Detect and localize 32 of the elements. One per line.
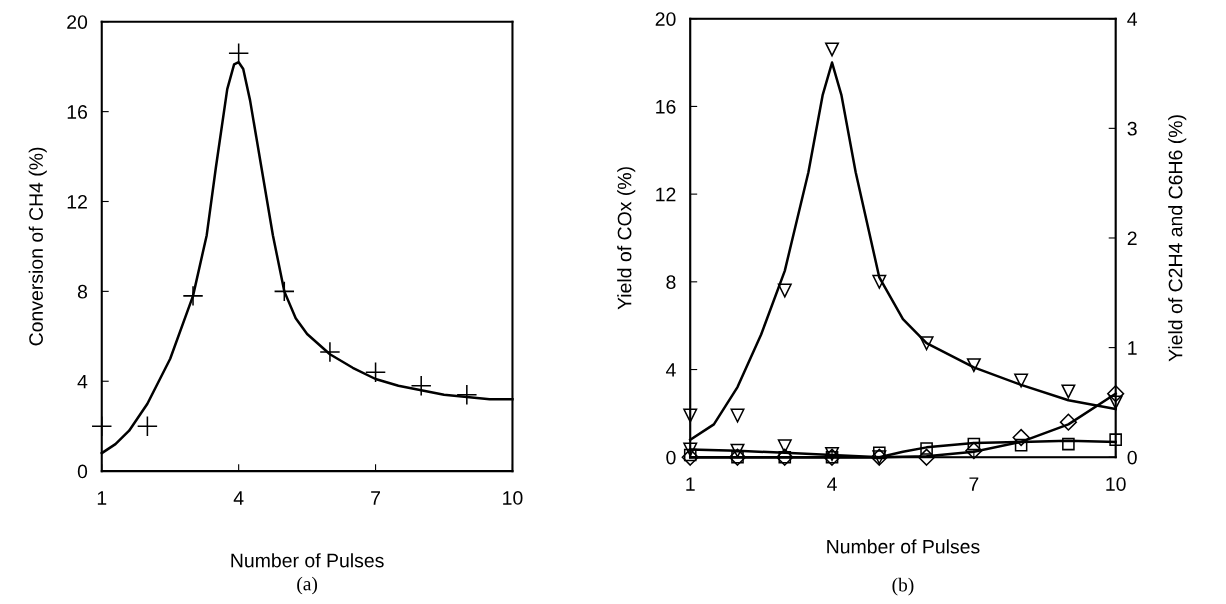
x-tick-label: 1 xyxy=(686,477,695,491)
x-tick-label: 4 xyxy=(827,477,837,491)
y-tick-label: 0 xyxy=(77,464,88,479)
x-tick-label: 7 xyxy=(969,477,979,491)
x-tick-label: 1 xyxy=(97,491,107,505)
y2-tick-label: 1 xyxy=(1128,341,1137,355)
y-tick-label: 8 xyxy=(77,284,88,299)
y-tick-label: 4 xyxy=(77,374,88,389)
x-tick-label: 10 xyxy=(1106,477,1126,491)
y2-tick-label: 2 xyxy=(1127,231,1137,246)
text: (b) xyxy=(892,577,914,596)
x-tick-label: 7 xyxy=(371,491,380,505)
y-axis-title: Conversion of CH4 (%) xyxy=(28,147,47,346)
x-tick-label: 10 xyxy=(503,491,523,505)
y2-axis-title: Yield of C2H4 and C6H6 (%) xyxy=(1168,115,1187,362)
x-axis-title: Number of Pulses xyxy=(827,539,980,554)
x-axis-title: Number of Pulses xyxy=(231,553,384,568)
y-tick-label: 16 xyxy=(656,99,676,114)
y-tick-label: 12 xyxy=(656,187,676,202)
y-axis-title: Yield of COx (%) xyxy=(617,167,636,310)
y-tick-label: 8 xyxy=(666,275,676,290)
text: (a) xyxy=(297,576,318,595)
y-tick-label: 20 xyxy=(67,15,88,29)
y-tick-label: 12 xyxy=(67,194,87,209)
x-tick-label: 4 xyxy=(233,491,244,505)
y2-tick-label: 3 xyxy=(1127,121,1137,136)
y-tick-label: 20 xyxy=(655,12,676,26)
y-tick-label: 4 xyxy=(665,363,676,377)
y2-tick-label: 0 xyxy=(1127,450,1137,465)
y2-tick-label: 4 xyxy=(1127,12,1138,26)
y-tick-label: 16 xyxy=(67,105,88,119)
y-tick-label: 0 xyxy=(666,450,676,465)
